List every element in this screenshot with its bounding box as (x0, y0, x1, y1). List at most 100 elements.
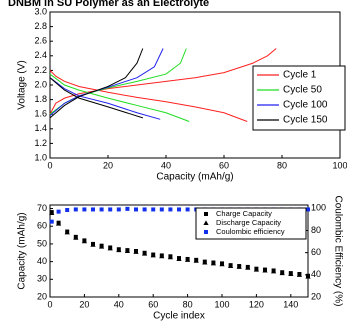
data-point (64, 229, 70, 235)
y2-axis-label: Coulombic Efficiency (%) (332, 196, 343, 307)
y2-tick-label: 60 (311, 247, 321, 257)
legend-swatch (203, 220, 209, 225)
data-point (168, 207, 173, 212)
data-point (90, 242, 96, 247)
data-point (116, 207, 121, 212)
data-point (279, 270, 285, 276)
legend-label: Coulombic efficiency (216, 227, 285, 236)
x-tick-label: 100 (214, 299, 229, 309)
x-tick-label: 40 (114, 299, 124, 309)
data-point (56, 209, 61, 214)
y-tick-label: 60 (37, 221, 47, 231)
x-tick-label: 100 (332, 160, 347, 170)
data-point (245, 265, 251, 270)
y-tick-label: 2.6 (34, 36, 47, 46)
x-tick-label: 140 (283, 299, 298, 309)
y-tick-label: 20 (37, 291, 47, 301)
y-tick-label: 2.8 (34, 21, 47, 31)
data-point (125, 206, 130, 211)
data-point (73, 207, 78, 212)
x-tick-label: 60 (148, 299, 158, 309)
data-point (306, 207, 310, 212)
data-point (108, 207, 113, 212)
legend-swatch (204, 212, 208, 216)
legend-label: Cycle 1 (283, 70, 317, 81)
data-point (219, 261, 225, 267)
data-point (116, 247, 122, 253)
data-point (151, 207, 156, 212)
data-point (193, 258, 199, 263)
data-point (271, 268, 277, 274)
x-tick-label: 80 (277, 160, 287, 170)
data-point (82, 207, 87, 212)
data-point (253, 266, 259, 272)
series-line (49, 48, 144, 119)
data-point (99, 243, 105, 249)
y-tick-label: 1.8 (34, 94, 47, 104)
data-point (134, 207, 138, 212)
y-tick-label: 40 (37, 256, 47, 266)
data-point (296, 272, 302, 277)
y-tick-label: 3.0 (34, 6, 47, 16)
data-point (202, 259, 208, 265)
x-tick-label: 0 (47, 299, 52, 309)
data-point (133, 249, 139, 254)
legend-label: Cycle 50 (283, 85, 322, 96)
series-line (49, 48, 164, 120)
y-tick-label: 1.0 (34, 152, 47, 162)
data-point (91, 207, 95, 212)
x-tick-label: 120 (249, 299, 264, 309)
data-point (124, 248, 130, 253)
x-tick-label: 40 (161, 160, 171, 170)
series-line (49, 48, 277, 122)
figure-title: DNBM in SU Polymer as an Electrolyte (8, 0, 209, 9)
data-point (167, 254, 173, 260)
plot-frame (49, 204, 309, 298)
data-point (142, 207, 147, 212)
data-point (49, 219, 54, 224)
y-tick-label: 2.2 (34, 65, 47, 75)
legend-label: Cycle 150 (283, 115, 328, 126)
data-point (73, 235, 79, 240)
data-point (159, 207, 164, 212)
data-point (177, 207, 181, 212)
data-point (185, 257, 191, 262)
data-point (56, 220, 62, 226)
data-point (228, 263, 234, 269)
x-tick-label: 80 (183, 299, 193, 309)
y-tick-label: 70 (37, 203, 47, 213)
x-tick-label: 60 (219, 160, 229, 170)
y2-tick-label: 20 (311, 291, 321, 301)
y-tick-label: 1.4 (34, 123, 47, 133)
data-point (159, 253, 165, 259)
y2-tick-label: 100 (311, 203, 326, 213)
data-point (99, 207, 104, 212)
data-point (288, 271, 294, 276)
data-point (305, 274, 311, 279)
x-tick-label: 0 (47, 160, 52, 170)
y-axis-label: Voltage (V) (17, 60, 28, 109)
data-point (210, 260, 216, 266)
data-point (262, 267, 268, 273)
legend-swatch (204, 230, 208, 234)
y-tick-label: 30 (37, 274, 47, 284)
legend-label: Discharge Capacity (216, 218, 281, 227)
legend-label: Charge Capacity (216, 209, 272, 218)
y-tick-label: 2.4 (34, 50, 47, 60)
data-point (150, 252, 156, 258)
y-axis-label: Capacity (mAh/g) (17, 212, 28, 289)
y-tick-label: 50 (37, 238, 47, 248)
x-axis-label: Capacity (mAh/g) (156, 172, 233, 183)
data-point (185, 207, 190, 212)
data-point (236, 264, 242, 269)
data-point (81, 238, 87, 244)
legend-label: Cycle 100 (283, 100, 328, 111)
data-point (142, 251, 148, 256)
y2-tick-label: 40 (311, 269, 321, 279)
y2-tick-label: 80 (311, 225, 321, 235)
x-tick-label: 20 (103, 160, 113, 170)
x-axis-label: Cycle index (153, 311, 205, 322)
legend-box (252, 65, 346, 131)
y-tick-label: 1.2 (34, 138, 47, 148)
